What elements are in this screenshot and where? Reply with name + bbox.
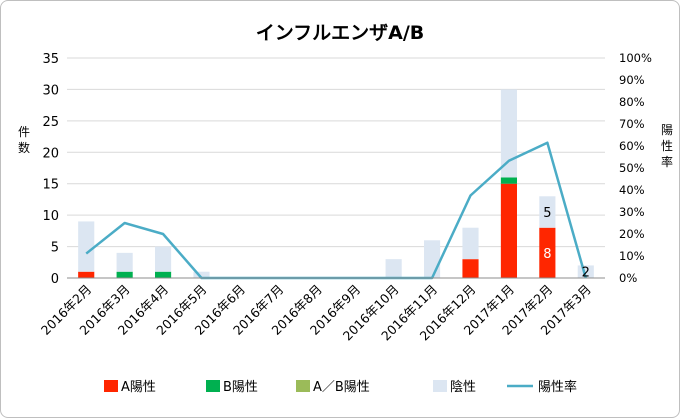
bar-segment xyxy=(539,196,556,228)
bar-segment xyxy=(116,271,133,278)
bar-segment xyxy=(78,221,95,272)
legend-swatch xyxy=(206,380,220,392)
data-label: 2 xyxy=(582,266,590,281)
bar-segment xyxy=(385,259,402,278)
bar-segment xyxy=(539,227,556,278)
legend-swatch xyxy=(433,380,447,392)
chart-title: インフルエンザA/B xyxy=(256,22,425,44)
bar-segment xyxy=(462,259,479,278)
gridlines xyxy=(67,57,605,248)
y-tick-label: 25 xyxy=(42,115,59,130)
y2-tick-label: 20% xyxy=(619,227,645,241)
legend-label: A／B陽性 xyxy=(313,380,370,395)
legend: A陽性 B陽性 A／B陽性 陰性 陽性率 xyxy=(104,379,577,395)
y-axis-label-char: 数 xyxy=(18,140,30,155)
legend-swatch xyxy=(296,380,310,392)
y-tick-label: 15 xyxy=(42,178,59,193)
bar-segment xyxy=(78,271,95,278)
bar-segment xyxy=(577,265,594,278)
bar-segment xyxy=(116,252,133,272)
y-axis-label-char: 件 xyxy=(18,125,30,139)
y2-tick-label: 70% xyxy=(619,117,645,131)
legend-label: A陽性 xyxy=(121,380,156,395)
y2-tick-label: 100% xyxy=(619,51,652,65)
y-tick-label: 20 xyxy=(42,146,59,161)
y-axis-label: 件数 xyxy=(18,125,30,155)
data-label: 8 xyxy=(543,247,551,262)
y2-axis-label-char: 率 xyxy=(661,154,673,169)
legend-swatch xyxy=(104,380,118,392)
bar-segment xyxy=(155,246,172,272)
bars xyxy=(78,89,594,278)
y-tick-label: 10 xyxy=(42,209,59,224)
y-tick-label: 35 xyxy=(42,52,59,67)
y2-tick-label: 40% xyxy=(619,183,645,197)
y2-tick-label: 30% xyxy=(619,205,645,219)
y2-tick-label: 90% xyxy=(619,73,645,87)
y2-axis-label-char: 陽 xyxy=(661,123,673,137)
y-tick-label: 5 xyxy=(51,241,59,256)
legend-label: 陽性率 xyxy=(538,379,577,395)
bar-segment xyxy=(500,89,517,178)
y2-tick-label: 0% xyxy=(619,271,637,285)
axes: 051015202530350%10%20%30%40%50%60%70%80%… xyxy=(38,51,652,344)
bar-segment xyxy=(193,271,210,278)
y2-tick-label: 50% xyxy=(619,161,645,175)
data-labels: 8 5 2 xyxy=(543,206,590,281)
y-tick-label: 0 xyxy=(51,272,59,287)
y2-axis-label-char: 性 xyxy=(661,139,673,153)
bar-segment xyxy=(155,271,172,278)
y2-axis-label: 陽性率 xyxy=(661,123,673,169)
legend-label: 陰性 xyxy=(450,380,476,395)
y2-tick-label: 80% xyxy=(619,95,645,109)
y2-tick-label: 60% xyxy=(619,139,645,153)
legend-label: B陽性 xyxy=(223,380,258,395)
bar-segment xyxy=(424,240,441,278)
bar-segment xyxy=(500,177,517,184)
bar-segment xyxy=(500,183,517,278)
y-tick-label: 30 xyxy=(42,83,59,98)
data-label: 5 xyxy=(543,206,551,221)
y2-tick-label: 10% xyxy=(619,249,645,263)
bar-segment xyxy=(462,227,479,260)
